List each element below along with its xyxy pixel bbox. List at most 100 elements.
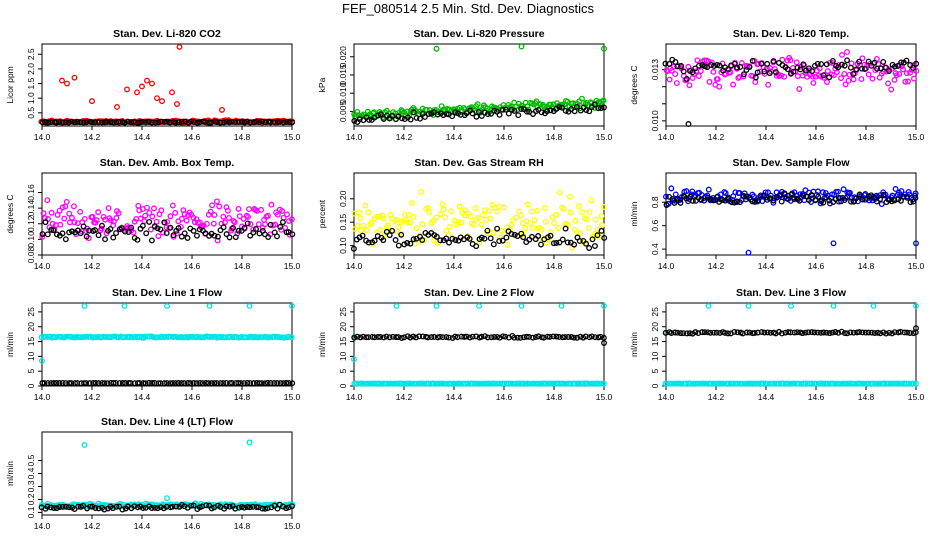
data-point (228, 118, 235, 125)
data-point (871, 330, 878, 336)
data-point (499, 237, 506, 244)
y-axis-label: percent (317, 199, 327, 228)
data-point (217, 380, 224, 387)
data-point (755, 197, 762, 204)
x-tick-label: 15.0 (596, 261, 613, 271)
x-tick-label: 14.0 (34, 392, 51, 402)
data-point (766, 70, 773, 77)
data-point (794, 73, 801, 80)
data-point (903, 57, 910, 64)
y-tick-label: 0 (26, 383, 36, 388)
panel-line2: Stan. Dev. Line 2 Flow 14.0 14.2 14.4 14.6 14… (317, 287, 613, 402)
x-tick-label: 14.8 (546, 261, 563, 271)
data-point (401, 241, 408, 248)
data-point (283, 119, 290, 125)
data-point (573, 103, 580, 110)
data-point (440, 206, 447, 213)
y-tick-label: 0.4 (26, 467, 36, 479)
data-point (211, 232, 218, 239)
data-point (594, 226, 601, 233)
data-point (175, 380, 182, 386)
data-point (903, 70, 910, 77)
data-point (869, 75, 876, 82)
data-point (803, 193, 810, 200)
data-point (253, 118, 260, 125)
x-tick-label: 14.6 (808, 261, 825, 271)
data-point (898, 188, 905, 194)
x-tick-label: 14.2 (84, 392, 101, 402)
data-point (586, 209, 593, 216)
data-point (812, 197, 819, 204)
data-point (784, 66, 791, 73)
data-point (435, 380, 442, 387)
data-point (135, 202, 142, 209)
data-point (466, 235, 473, 242)
y-axis-label: ml/min (317, 332, 327, 357)
data-point (187, 380, 194, 387)
data-point (279, 208, 286, 214)
data-point (591, 104, 598, 111)
x-tick-label: 14.8 (546, 132, 563, 142)
data-point (161, 219, 168, 226)
data-point (535, 233, 542, 239)
data-point (59, 119, 66, 126)
data-point-outlier (351, 356, 357, 363)
data-point (87, 503, 94, 510)
data-point (190, 380, 197, 386)
x-tick-label: 14.4 (446, 132, 463, 142)
data-point (865, 71, 872, 78)
x-tick-label: 14.0 (346, 132, 363, 142)
data-point (692, 329, 699, 336)
data-point (360, 222, 367, 229)
data-point (227, 380, 233, 387)
data-point (49, 220, 56, 227)
data-point (694, 57, 701, 64)
data-point (910, 62, 917, 69)
data-point (832, 196, 839, 203)
data-point (410, 333, 417, 340)
y-tick-label: 25 (338, 307, 348, 317)
data-point (80, 502, 87, 509)
data-point (101, 119, 108, 126)
data-point (131, 503, 138, 510)
data-point (695, 62, 702, 69)
data-point (389, 227, 396, 234)
x-tick-label: 14.0 (658, 392, 675, 402)
plot-frame (353, 172, 605, 256)
data-point (209, 202, 216, 209)
data-point (725, 195, 731, 202)
data-point (513, 214, 520, 221)
x-tick-label: 14.4 (134, 392, 151, 402)
data-point (829, 329, 836, 336)
data-point (793, 59, 800, 66)
data-point (354, 333, 361, 340)
data-point (511, 334, 518, 341)
data-point (778, 330, 785, 337)
data-point (392, 237, 399, 243)
data-point (716, 83, 723, 90)
data-point (271, 380, 278, 386)
data-point (365, 239, 372, 246)
x-tick-label: 14.4 (446, 261, 463, 271)
data-point (289, 119, 296, 126)
x-tick-label: 14.2 (84, 521, 101, 531)
data-point (841, 62, 848, 69)
data-point (68, 118, 75, 125)
data-point (163, 230, 170, 237)
data-point (577, 230, 584, 237)
data-point (473, 113, 480, 120)
x-tick-label: 15.0 (908, 392, 925, 402)
series-black (662, 56, 920, 127)
data-point (672, 329, 678, 336)
y-tick-label: 0.010 (338, 82, 348, 104)
data-point (152, 119, 159, 126)
data-point (410, 213, 417, 220)
data-point (705, 186, 712, 193)
data-point (749, 198, 756, 205)
data-point (433, 233, 440, 240)
data-point (722, 329, 729, 336)
data-point (538, 109, 545, 116)
data-point (405, 211, 412, 218)
data-point (452, 333, 459, 340)
